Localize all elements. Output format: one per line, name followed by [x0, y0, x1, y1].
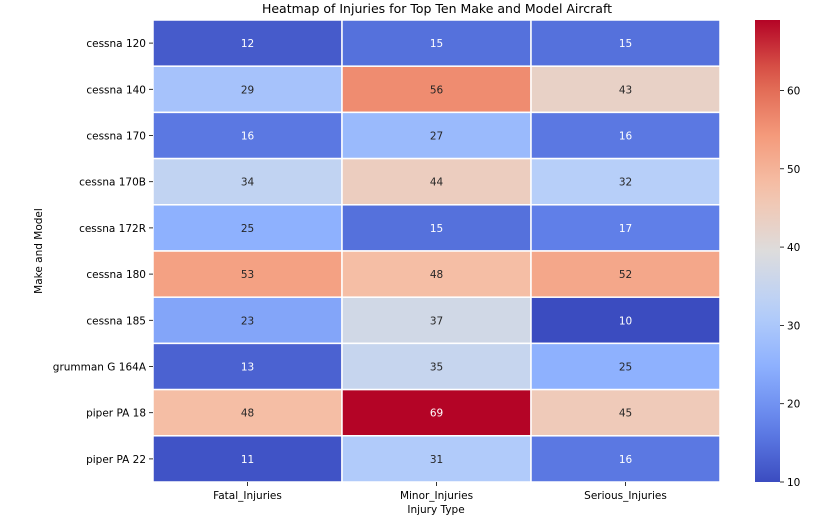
- heatmap-cell: [152, 157, 343, 206]
- cell-value-label: 34: [241, 177, 255, 189]
- heatmap-cell: [341, 296, 532, 345]
- y-tick-label: piper PA 22: [86, 454, 146, 466]
- cell-value-label: 31: [430, 454, 443, 466]
- x-tick-label: Serious_Injuries: [584, 490, 667, 502]
- cell-value-label: 15: [619, 38, 632, 50]
- cell-value-label: 25: [619, 362, 632, 374]
- cell-value-label: 25: [241, 223, 254, 235]
- cell-value-label: 29: [241, 84, 254, 96]
- y-tick-label: piper PA 18: [86, 408, 146, 420]
- colorbar-tick-label: 30: [787, 320, 800, 332]
- x-axis-label: Injury Type: [407, 504, 464, 516]
- cell-value-label: 44: [430, 177, 444, 189]
- cell-value-label: 48: [241, 408, 254, 420]
- y-tick-label: cessna 170: [86, 131, 146, 143]
- heatmap-cell: [530, 296, 721, 345]
- heatmap-cell: [530, 435, 721, 483]
- cell-value-label: 12: [241, 38, 254, 50]
- cell-value-label: 16: [619, 454, 633, 466]
- x-tick-labels: Fatal_Injuries Minor_Injuries Serious_Inju…: [213, 482, 667, 502]
- chart-title: Heatmap of Injuries for Top Ten Make and…: [262, 1, 612, 16]
- cell-value-label: 15: [430, 38, 443, 50]
- y-tick-label: cessna 180: [86, 269, 146, 281]
- cell-value-label: 48: [430, 269, 443, 281]
- heatmap-cell: [341, 204, 532, 252]
- cell-value-label: 11: [241, 454, 254, 466]
- cell-value-label: 27: [430, 131, 443, 143]
- heatmap-cell: [530, 157, 721, 206]
- y-tick-label: cessna 120: [86, 38, 146, 50]
- cell-value-label: 43: [619, 84, 632, 96]
- heatmap-cells: 12 15 15 29 56 43 16 27 16 34 44 32 25 15 17 53 48 52 23 37…: [152, 19, 721, 483]
- cell-value-label: 37: [430, 315, 443, 327]
- cell-value-label: 13: [241, 362, 254, 374]
- cell-value-label: 15: [430, 223, 443, 235]
- x-tick-label: Minor_Injuries: [400, 490, 473, 502]
- y-tick-label: grumman G 164A: [53, 362, 147, 374]
- colorbar-tick-label: 40: [787, 242, 800, 254]
- heatmap-cell: [152, 19, 343, 67]
- y-tick-label: cessna 140: [86, 84, 146, 96]
- heatmap-cell: [152, 435, 343, 483]
- colorbar-tick-label: 20: [787, 399, 800, 411]
- heatmap-cell: [341, 19, 532, 67]
- cell-value-label: 35: [430, 362, 443, 374]
- cell-value-label: 16: [619, 131, 633, 143]
- y-axis-label: Make and Model: [33, 208, 45, 294]
- cell-value-label: 32: [619, 177, 632, 189]
- heatmap-cell: [341, 250, 532, 298]
- heatmap-cell: [341, 342, 532, 391]
- colorbar: [755, 20, 780, 482]
- y-tick-label: cessna 185: [86, 315, 146, 327]
- heatmap-cell: [530, 250, 721, 298]
- colorbar-ticks: 10 20 30 40 50 60: [780, 85, 800, 489]
- cell-value-label: 10: [619, 315, 632, 327]
- heatmap-cell: [530, 19, 721, 67]
- heatmap-cell: [152, 342, 343, 391]
- colorbar-tick-label: 10: [787, 477, 800, 489]
- cell-value-label: 69: [430, 408, 443, 420]
- y-tick-labels: cessna 120 cessna 140 cessna 170 cessna 170…: [53, 38, 153, 466]
- cell-value-label: 23: [241, 315, 254, 327]
- heatmap-cell: [530, 342, 721, 391]
- cell-value-label: 53: [241, 269, 254, 281]
- y-tick-label: cessna 172R: [79, 223, 146, 235]
- heatmap-cell: [341, 111, 532, 160]
- heatmap-cell: [341, 435, 532, 483]
- x-tick-label: Fatal_Injuries: [213, 490, 282, 502]
- y-tick-label: cessna 170B: [79, 177, 146, 189]
- cell-value-label: 17: [619, 223, 632, 235]
- heatmap-cell: [152, 296, 343, 345]
- cell-value-label: 56: [430, 84, 444, 96]
- heatmap-cell: [530, 388, 721, 437]
- colorbar-tick-label: 50: [787, 164, 800, 176]
- colorbar-tick-label: 60: [787, 85, 800, 97]
- cell-value-label: 52: [619, 269, 632, 281]
- cell-value-label: 45: [619, 408, 632, 420]
- heatmap-cell: [530, 65, 721, 114]
- cell-value-label: 16: [241, 131, 255, 143]
